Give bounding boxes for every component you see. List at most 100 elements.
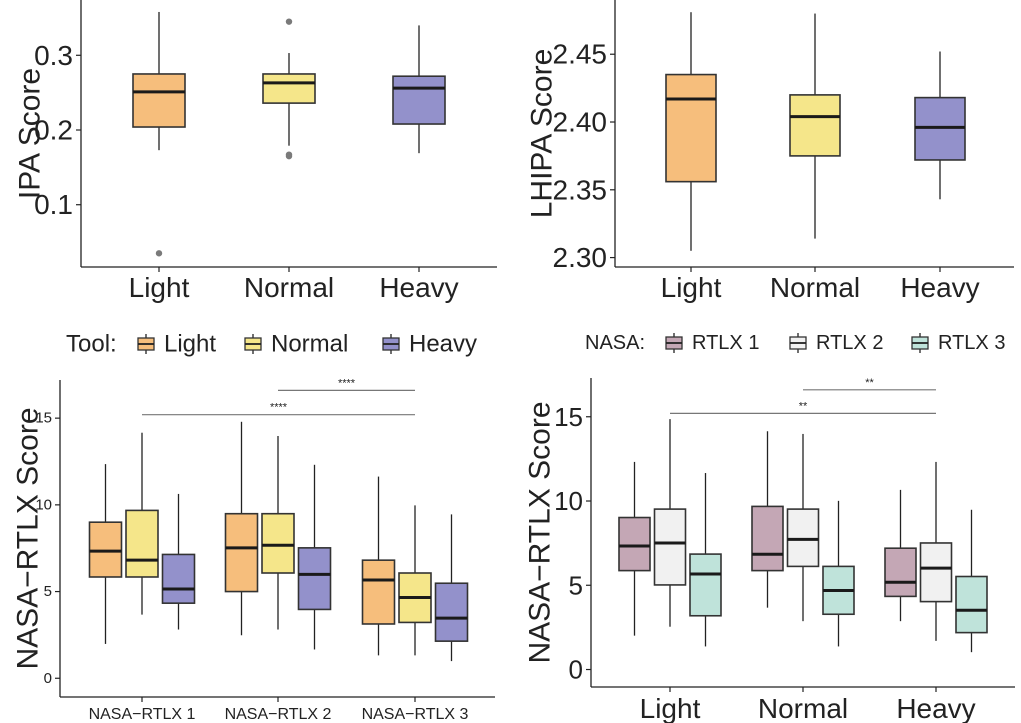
legend-key-rtlx-1: [665, 333, 683, 353]
legend-label: Normal: [271, 331, 348, 358]
outlier-point: [285, 152, 293, 160]
x-tick-label: Normal: [244, 272, 334, 303]
y-axis-title: NASA−RTLX Score: [12, 407, 45, 669]
significance-label: **: [865, 377, 874, 389]
iqr-box: [434, 582, 469, 642]
y-tick-label: 2.30: [553, 242, 608, 273]
iqr-box: [884, 547, 917, 598]
legend-label: Heavy: [409, 331, 477, 358]
box-normal: [261, 436, 295, 630]
y-axis-title: NASA−RTLX Score: [524, 401, 557, 663]
ipa-boxplot-panel: 0.1 0.2 0.3 Light Normal Heavy IPA Score: [14, 0, 497, 303]
x-tick-label: Heavy: [379, 272, 458, 303]
x-tick-label: Light: [640, 693, 701, 723]
box-normal: [125, 432, 159, 615]
legend-key-light: [137, 334, 155, 354]
iqr-box: [132, 73, 186, 128]
iqr-box: [224, 512, 259, 593]
x-tick-label: Light: [661, 272, 722, 303]
legend-key-heavy: [382, 334, 400, 354]
y-tick-label: 2.40: [553, 107, 608, 138]
box-normal: [262, 18, 316, 160]
x-tick-label: Heavy: [896, 693, 975, 723]
y-tick-label: 5: [44, 583, 52, 600]
y-tick-label: 10: [35, 496, 52, 513]
iqr-box: [653, 508, 687, 586]
box-heavy: [161, 493, 196, 630]
y-tick-label: 0: [569, 655, 583, 685]
y-tick-label: 0.2: [34, 115, 73, 146]
iqr-box: [955, 575, 988, 634]
box-rtlx-1: [884, 489, 917, 622]
x-tick-label: Normal: [758, 693, 848, 723]
y-tick-label: 10: [554, 486, 583, 516]
box-heavy: [392, 25, 446, 154]
iqr-box: [789, 94, 841, 157]
significance-label: ****: [338, 377, 356, 389]
box-heavy: [434, 514, 469, 662]
significance-label: **: [799, 400, 808, 412]
box-normal: [398, 505, 432, 656]
y-tick-label: 15: [35, 410, 52, 427]
box-rtlx-1: [751, 431, 784, 608]
legend-label: RTLX 2: [816, 332, 883, 354]
iqr-box: [261, 512, 295, 574]
iqr-box: [262, 73, 316, 104]
y-tick-label: 15: [554, 402, 583, 432]
box-rtlx-1: [618, 461, 651, 636]
iqr-box: [161, 553, 196, 604]
rtlx-by-nasa-boxplot-panel: 0 5 10 15 NASA−RTLX 1 NASA−RTLX 2 NASA−RTLX 3 N…: [12, 377, 495, 723]
legend-title: NASA:: [585, 332, 645, 354]
box-rtlx-2: [919, 461, 953, 641]
legend-key-rtlx-3: [911, 333, 929, 353]
box-light: [132, 11, 186, 257]
nasa-legend: NASA: RTLX 1 RTLX 2 RTLX 3: [585, 332, 1005, 354]
y-axis-title: IPA Score: [14, 68, 47, 199]
iqr-box: [786, 508, 820, 568]
legend-label: RTLX 1: [692, 332, 759, 354]
iqr-box: [751, 505, 784, 572]
legend-title: Tool:: [66, 331, 117, 358]
box-rtlx-2: [653, 419, 687, 627]
box-heavy: [914, 51, 966, 200]
y-tick-label: 2.45: [553, 39, 608, 70]
outlier-point: [285, 18, 293, 25]
rtlx-by-tool-boxplot-panel: 0 5 10 15 Light Normal Heavy NASA−RTLX Score ** *…: [524, 377, 1015, 723]
iqr-box: [125, 509, 159, 578]
iqr-box: [361, 559, 396, 625]
iqr-box: [392, 75, 446, 125]
significance-label: ****: [270, 402, 288, 414]
x-tick-label: NASA−RTLX 1: [89, 706, 196, 723]
iqr-box: [618, 516, 651, 572]
box-rtlx-2: [786, 433, 820, 622]
iqr-box: [297, 547, 332, 611]
y-tick-label: 0.3: [34, 40, 73, 71]
iqr-box: [919, 542, 953, 603]
x-tick-label: NASA−RTLX 3: [362, 706, 469, 723]
box-rtlx-3: [689, 473, 722, 647]
y-tick-label: 2.35: [553, 174, 608, 205]
x-tick-label: NASA−RTLX 2: [225, 706, 332, 723]
box-light: [665, 12, 717, 251]
box-light: [88, 464, 123, 644]
box-light: [361, 476, 396, 656]
outlier-point: [155, 250, 163, 257]
iqr-box: [665, 73, 717, 183]
box-heavy: [297, 464, 332, 650]
box-light: [224, 421, 259, 636]
y-axis-title: LHIPA Score: [526, 49, 559, 219]
y-tick-label: 0: [44, 670, 52, 687]
y-tick-label: 5: [569, 570, 583, 600]
y-tick-label: 0.1: [34, 189, 73, 220]
legend-key-rtlx-2: [789, 333, 807, 353]
x-tick-label: Light: [129, 272, 190, 303]
legend-label: RTLX 3: [938, 332, 1005, 354]
iqr-box: [689, 553, 722, 617]
lhipa-boxplot-panel: 2.30 2.35 2.40 2.45 Light Normal Heavy LHIPA Sc…: [526, 0, 1014, 303]
box-normal: [789, 13, 841, 239]
box-rtlx-3: [955, 509, 988, 653]
iqr-box: [88, 521, 123, 578]
x-tick-label: Normal: [770, 272, 860, 303]
legend-label: Light: [164, 331, 216, 358]
